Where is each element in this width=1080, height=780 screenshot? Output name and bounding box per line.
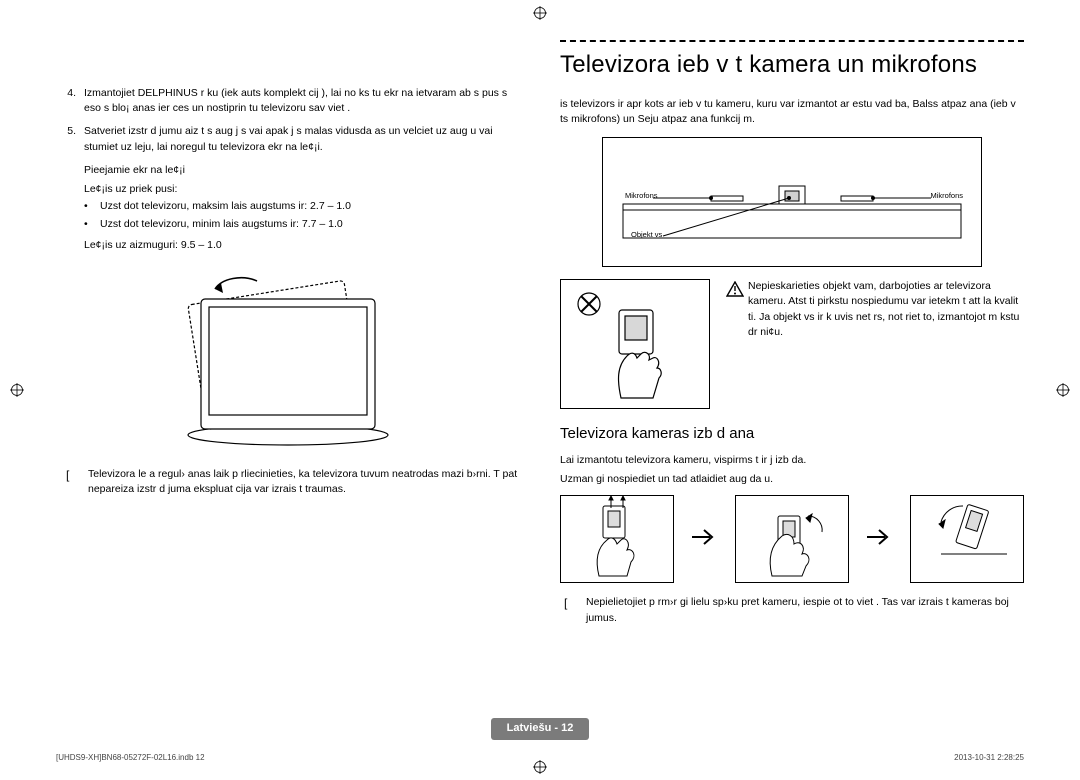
camera-force-note: [ Nepielietojiet p rm›r gi lielu sp›ku p… — [560, 595, 1024, 625]
warning-triangle-icon — [726, 279, 748, 340]
popup-steps-row — [560, 495, 1024, 583]
camera-force-text: Nepielietojiet p rm›r gi lielu sp›ku pre… — [586, 595, 1024, 625]
crop-mark-right-icon — [1056, 383, 1070, 397]
section-title: Televizora ieb v t kamera un mikrofons — [560, 48, 1024, 83]
popup-text-1: Lai izmantotu televizora kameru, vispirm… — [560, 453, 1024, 468]
page-footer: Latviešu - 12 — [0, 718, 1080, 740]
note-bracket-icon: [ — [66, 467, 88, 497]
step-4-text: Izmantojiet DELPHINUS r ku (iek auts kom… — [84, 86, 520, 116]
section-divider — [560, 40, 1024, 42]
lens-touch-diagram — [560, 279, 710, 409]
popup-step-2 — [735, 495, 849, 583]
back-angle-label: Le¢¡is uz aizmuguri: 9.5 – 1.0 — [84, 238, 520, 253]
print-file: [UHDS9-XH]BN68-05272F-02L16.indb 12 — [56, 752, 205, 764]
print-timestamp: 2013-10-31 2:28:25 — [954, 752, 1024, 764]
lens-touch-svg — [561, 280, 709, 408]
popup-text-2: Uzman gi nospiediet un tad atlaidiet aug… — [560, 472, 1024, 487]
arrow-icon — [690, 523, 720, 555]
mic-right-label: Mikrofons — [930, 191, 963, 202]
tv-tilt-illustration — [165, 263, 411, 453]
note-bracket-icon: [ — [564, 595, 586, 625]
bullet-max-height-text: Uzst dot televizoru, maksim lais augstum… — [100, 199, 351, 214]
page-number-pill: Latviešu - 12 — [491, 718, 590, 740]
popup-heading: Televizora kameras izb d ana — [560, 423, 1024, 445]
bullet-min-height: • Uzst dot televizoru, minim lais augstu… — [84, 217, 520, 232]
popup-step-3 — [910, 495, 1024, 583]
front-angle-label: Le¢¡is uz priek pusi: — [84, 182, 520, 197]
right-column: Televizora ieb v t kamera un mikrofons i… — [560, 40, 1024, 626]
lens-warning-text: Nepieskarieties objekt vam, darbojoties … — [748, 279, 1024, 340]
print-metadata: [UHDS9-XH]BN68-05272F-02L16.indb 12 2013… — [56, 752, 1024, 764]
bullet-min-height-text: Uzst dot televizoru, minim lais augstums… — [100, 217, 343, 232]
step-5: 5. Satveriet izstr d jumu aiz t s aug j … — [56, 124, 520, 154]
available-angles-label: Pieejamie ekr na le¢¡i — [84, 163, 520, 178]
content-columns: 4. Izmantojiet DELPHINUS r ku (iek auts … — [56, 40, 1024, 626]
step-4: 4. Izmantojiet DELPHINUS r ku (iek auts … — [56, 86, 520, 116]
page: 4. Izmantojiet DELPHINUS r ku (iek auts … — [0, 0, 1080, 780]
lens-warning-row: Nepieskarieties objekt vam, darbojoties … — [560, 279, 1024, 409]
step-4-number: 4. — [56, 86, 84, 116]
step-5-number: 5. — [56, 124, 84, 154]
bullet-dot-icon: • — [84, 199, 100, 214]
tilt-caution-text: Televizora le a regul› anas laik p rliec… — [88, 467, 520, 497]
camera-top-svg — [603, 138, 981, 266]
crop-mark-top-icon — [533, 6, 547, 20]
popup-step-1 — [560, 495, 674, 583]
left-column: 4. Izmantojiet DELPHINUS r ku (iek auts … — [56, 40, 520, 626]
arrow-icon — [865, 523, 895, 555]
bullet-dot-icon: • — [84, 217, 100, 232]
mic-left-label: Mikrofons — [625, 191, 658, 202]
camera-top-diagram: Mikrofons Mikrofons Objekt vs — [602, 137, 982, 267]
tilt-caution-note: [ Televizora le a regul› anas laik p rli… — [56, 467, 520, 497]
step-5-text: Satveriet izstr d jumu aiz t s aug j s v… — [84, 124, 520, 154]
camera-intro-text: is televizors ir apr kots ar ieb v tu ka… — [560, 97, 1024, 127]
bullet-max-height: • Uzst dot televizoru, maksim lais augst… — [84, 199, 520, 214]
lens-warning: Nepieskarieties objekt vam, darbojoties … — [726, 279, 1024, 340]
crop-mark-left-icon — [10, 383, 24, 397]
lens-label: Objekt vs — [631, 230, 662, 241]
